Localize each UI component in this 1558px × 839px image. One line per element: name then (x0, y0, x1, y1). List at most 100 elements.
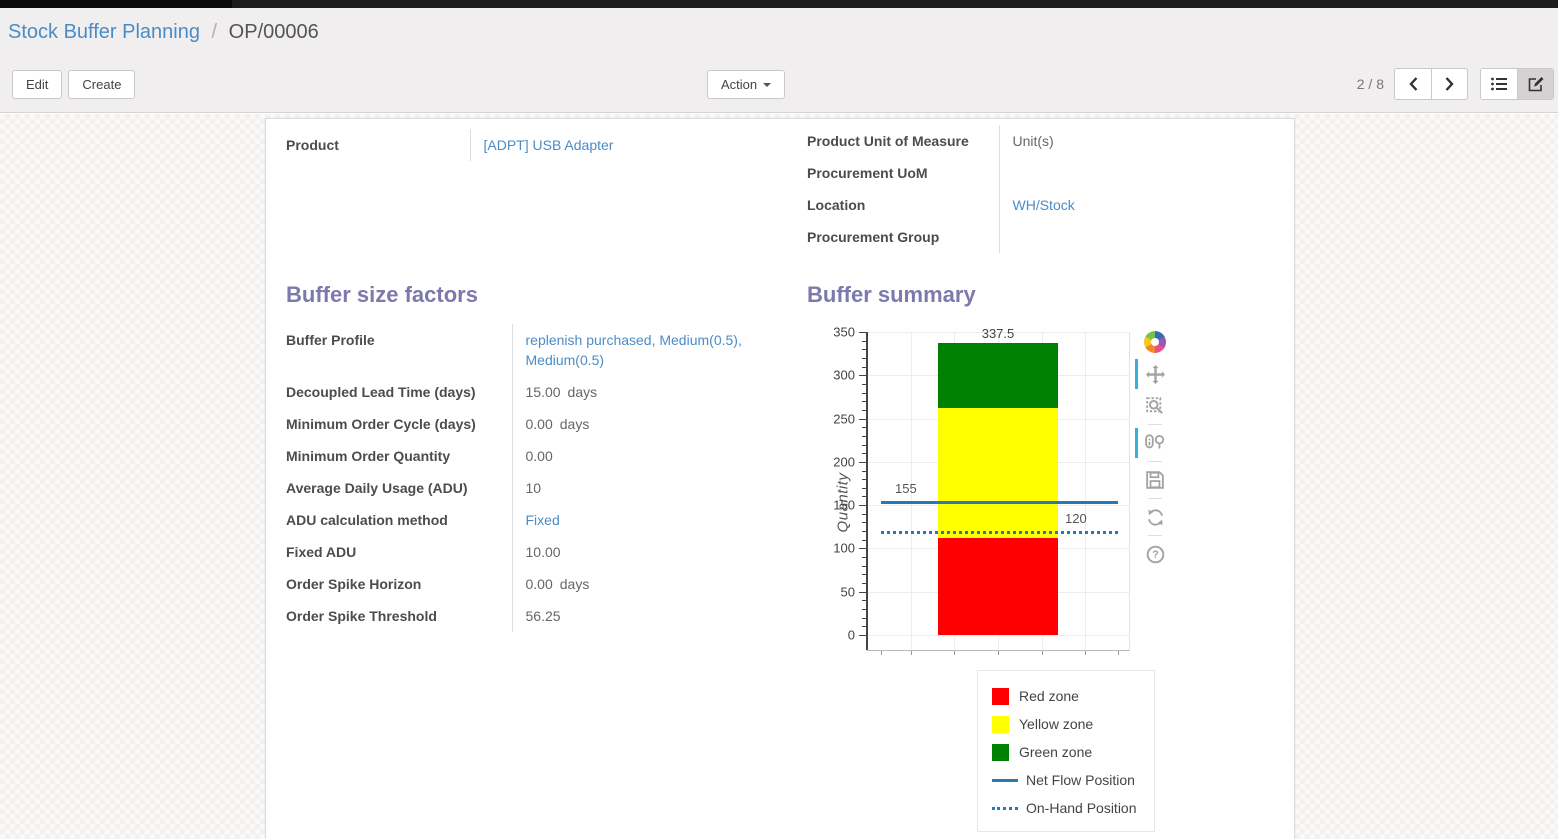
y-axis-tick (859, 332, 866, 333)
buffer-size-factors-section: Buffer size factors Buffer Profile replen… (286, 282, 791, 632)
y-axis-minor-tick (862, 479, 866, 481)
y-axis-minor-tick (862, 531, 866, 533)
field-row: Order Spike Threshold 56.25 (286, 600, 774, 632)
workspace-background: Product [ADPT] USB Adapter Product Unit o… (0, 114, 1558, 839)
field-label: Minimum Order Quantity (286, 440, 513, 472)
box-zoom-icon[interactable] (1142, 393, 1168, 419)
buffer-summary-section: Buffer summary Quantity 0 50 100 150 200 250 3… (807, 282, 1287, 832)
legend-item[interactable]: Green zone (992, 738, 1142, 766)
edit-button[interactable]: Edit (12, 69, 63, 99)
breadcrumb-current: OP/00006 (228, 21, 319, 43)
bar-zone-yellow-zone[interactable] (938, 407, 1058, 538)
field-label: Procurement Group (807, 221, 1000, 253)
action-dropdown-button[interactable]: Action (707, 69, 786, 99)
breadcrumb-separator: / (211, 21, 218, 43)
field-value-link[interactable]: replenish purchased, Medium(0.5), Medium… (525, 332, 742, 368)
y-axis-tick (859, 505, 866, 507)
net-flow-position-label: 155 (895, 480, 917, 496)
modebar-divider (1148, 461, 1162, 462)
y-axis-minor-tick (862, 392, 866, 394)
field-label: Fixed ADU (286, 536, 513, 568)
field-value-link[interactable]: WH/Stock (1012, 197, 1075, 213)
save-icon[interactable] (1142, 467, 1168, 493)
field-value (999, 157, 1287, 189)
create-button[interactable]: Create (68, 69, 136, 99)
form-view-button[interactable] (1517, 69, 1553, 99)
y-axis-minor-tick (862, 513, 866, 515)
y-axis-minor-tick (862, 522, 866, 524)
field-value-link[interactable]: [ADPT] USB Adapter (483, 137, 614, 153)
legend-swatch (992, 806, 1018, 810)
legend-item[interactable]: Red zone (992, 682, 1142, 710)
pager-next-button[interactable] (1431, 69, 1467, 99)
help-icon[interactable]: ? (1142, 541, 1168, 567)
buffer-summary-chart: Quantity 050100150200250300350112.5262.5… (807, 318, 1287, 832)
x-axis-line (867, 650, 1130, 651)
y-axis-tick (859, 591, 866, 593)
field-value: Fixed (512, 504, 774, 536)
legend-label: Yellow zone (1019, 716, 1094, 732)
legend-item[interactable]: Net Flow Position (992, 766, 1142, 794)
field-label: Procurement UoM (807, 157, 1000, 189)
legend-swatch (992, 687, 1009, 705)
pager-previous-button[interactable] (1395, 69, 1431, 99)
plotly-logo-icon[interactable] (1142, 329, 1168, 355)
legend-swatch (992, 715, 1009, 733)
buffer-factors-field-group: Buffer Profile replenish purchased, Mediu… (286, 324, 774, 632)
section-title-buffer-summary: Buffer summary (807, 282, 976, 307)
y-axis-tick (859, 548, 866, 550)
field-row: Product [ADPT] USB Adapter (286, 129, 790, 161)
y-axis-minor-tick (862, 366, 866, 368)
on-hand-position-label: 120 (1065, 511, 1087, 527)
field-value-link[interactable]: Fixed (525, 512, 560, 528)
y-axis-tick-label: 50 (840, 584, 855, 600)
legend-label: Net Flow Position (1026, 772, 1135, 788)
compare-hover-icon[interactable] (1135, 428, 1168, 458)
field-label: Minimum Order Cycle (days) (286, 408, 513, 440)
y-axis-minor-tick (862, 470, 866, 472)
breadcrumb: Stock Buffer Planning / OP/00006 (8, 21, 319, 44)
on-hand-position-line[interactable] (881, 531, 1118, 535)
y-axis-minor-tick (862, 435, 866, 437)
bar-zone-red-zone[interactable] (938, 537, 1058, 635)
list-view-button[interactable] (1481, 69, 1517, 99)
top-menu-bar-segment (0, 0, 232, 8)
section-title-buffer-size-factors: Buffer size factors (286, 282, 478, 307)
measure-location-field-group: Product Unit of Measure Unit(s) Procuremen… (807, 125, 1287, 253)
field-value: 0.00 days (525, 576, 590, 592)
view-switcher (1480, 68, 1554, 100)
y-axis-minor-tick (862, 539, 866, 541)
field-row: Procurement Group (807, 221, 1287, 253)
modebar-divider (1148, 424, 1162, 425)
y-axis-minor-tick (862, 401, 866, 403)
y-axis-minor-tick (862, 383, 866, 385)
legend-item[interactable]: On-Hand Position (992, 794, 1142, 822)
field-label: Average Daily Usage (ADU) (286, 472, 513, 504)
net-flow-position-line[interactable] (881, 500, 1118, 504)
y-axis-minor-tick (862, 626, 866, 628)
y-axis-tick (859, 635, 866, 636)
pan-icon[interactable] (1135, 359, 1168, 389)
y-axis-minor-tick (862, 357, 866, 359)
field-label: ADU calculation method (286, 504, 513, 536)
x-axis-tick (1118, 651, 1119, 655)
legend-label: On-Hand Position (1026, 800, 1137, 816)
y-axis-minor-tick (862, 444, 866, 446)
field-label: Buffer Profile (286, 324, 513, 376)
modebar-divider (1148, 535, 1162, 536)
field-label: Location (807, 189, 1000, 221)
field-label: Order Spike Horizon (286, 568, 513, 600)
y-axis-tick (859, 418, 866, 420)
autoscale-icon[interactable] (1142, 504, 1168, 530)
chart-plot-area[interactable]: 050100150200250300350112.5262.5337.51551… (833, 325, 1130, 655)
field-row: Average Daily Usage (ADU) 10 (286, 472, 774, 504)
y-axis-minor-tick (862, 496, 866, 498)
field-value: 56.25 (525, 608, 561, 624)
field-value: 0.00 days (525, 416, 590, 432)
pager-nav (1394, 68, 1468, 100)
legend-item[interactable]: Yellow zone (992, 710, 1142, 738)
bar-zone-green-zone[interactable] (938, 342, 1058, 408)
chart-modebar: ? (1135, 326, 1172, 570)
breadcrumb-parent-link[interactable]: Stock Buffer Planning (8, 21, 200, 43)
legend-swatch (992, 778, 1018, 782)
